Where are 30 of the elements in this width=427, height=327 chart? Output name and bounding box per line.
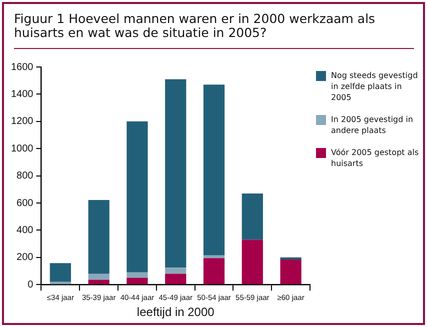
bar <box>280 259 302 284</box>
bar <box>126 272 148 278</box>
bar <box>88 280 110 284</box>
bar <box>165 79 186 268</box>
legend-label: Vóór 2005 gestopt als huisarts <box>331 147 420 169</box>
y-tick-label: 400 <box>16 224 34 236</box>
bar <box>126 121 148 272</box>
y-tick-label: 1200 <box>10 116 34 128</box>
y-tick-label: 1000 <box>10 143 34 154</box>
bar <box>88 200 110 274</box>
bar <box>50 263 71 282</box>
bar <box>126 278 148 284</box>
y-tick-label: 200 <box>16 252 34 264</box>
bar <box>88 274 110 280</box>
bar <box>165 268 186 274</box>
bar <box>242 193 263 240</box>
bar <box>203 84 225 256</box>
y-tick-label: 600 <box>16 198 34 209</box>
legend-label: Nog steeds gevestigd in zelfde plaats in 2005 <box>331 70 419 103</box>
x-axis-title: leeftijd in 2000 <box>136 305 215 320</box>
legend-label: In 2005 gevestigd in andere plaats <box>331 114 414 136</box>
y-tick-label: 800 <box>16 170 34 182</box>
y-tick-label: 1600 <box>10 62 34 73</box>
bar <box>203 258 225 284</box>
bar <box>203 255 225 258</box>
y-tick-label: 0 <box>28 279 34 290</box>
bar <box>165 274 186 284</box>
bar <box>242 240 263 284</box>
chart-title: Figuur 1 Hoeveel mannen waren er in 2000 werkzaam als huisarts en wat was de situatie in 2005? <box>14 11 414 49</box>
y-tick-label: 1400 <box>10 88 34 100</box>
